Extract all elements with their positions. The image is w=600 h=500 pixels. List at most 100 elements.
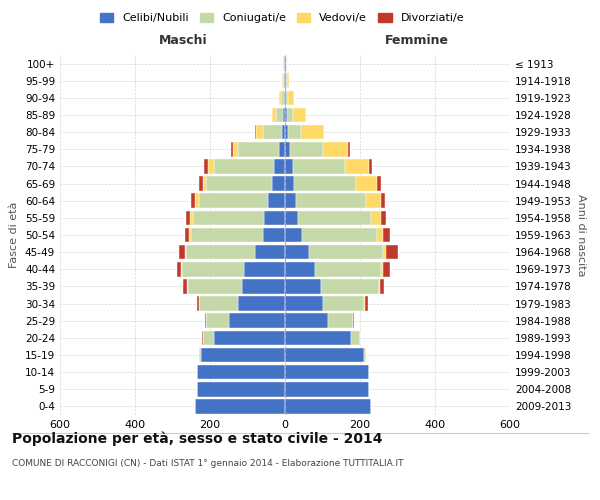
Bar [179, 245, 185, 260]
Bar [206, 314, 229, 328]
Bar [285, 348, 364, 362]
Bar [256, 125, 263, 140]
Bar [205, 159, 208, 174]
Bar [185, 228, 190, 242]
Bar [286, 74, 287, 88]
Text: Maschi: Maschi [158, 34, 208, 48]
Bar [279, 90, 281, 105]
Bar [328, 314, 353, 328]
Bar [203, 330, 214, 345]
Bar [197, 365, 285, 380]
Bar [238, 142, 280, 156]
Bar [285, 125, 288, 140]
Bar [383, 228, 390, 242]
Bar [285, 176, 295, 191]
Bar [285, 194, 296, 208]
Bar [323, 296, 364, 311]
Bar [386, 245, 398, 260]
Bar [282, 125, 285, 140]
Bar [383, 245, 386, 260]
Bar [229, 314, 285, 328]
Bar [285, 74, 286, 88]
Bar [287, 74, 289, 88]
Y-axis label: Anni di nascita: Anni di nascita [575, 194, 586, 276]
Bar [185, 245, 255, 260]
Bar [285, 365, 370, 380]
Bar [285, 399, 371, 413]
Bar [293, 159, 345, 174]
Bar [197, 296, 199, 311]
Bar [191, 194, 195, 208]
Bar [345, 159, 370, 174]
Bar [285, 314, 328, 328]
Bar [263, 125, 282, 140]
Bar [195, 399, 285, 413]
Bar [255, 245, 285, 260]
Bar [284, 74, 285, 88]
Bar [208, 159, 214, 174]
Bar [255, 125, 256, 140]
Bar [193, 210, 265, 225]
Bar [199, 348, 200, 362]
Bar [272, 108, 275, 122]
Bar [205, 314, 206, 328]
Bar [370, 159, 373, 174]
Bar [203, 176, 206, 191]
Bar [353, 314, 354, 328]
Bar [380, 262, 383, 276]
Bar [350, 330, 360, 345]
Bar [371, 210, 380, 225]
Bar [380, 210, 386, 225]
Bar [268, 194, 285, 208]
Bar [285, 228, 302, 242]
Bar [365, 296, 367, 311]
Bar [176, 262, 181, 276]
Bar [280, 142, 285, 156]
Bar [181, 262, 182, 276]
Bar [289, 90, 294, 105]
Bar [377, 228, 383, 242]
Bar [184, 279, 187, 293]
Bar [233, 142, 238, 156]
Bar [190, 210, 193, 225]
Bar [295, 176, 356, 191]
Bar [274, 159, 285, 174]
Bar [199, 194, 268, 208]
Bar [285, 90, 286, 105]
Bar [185, 210, 190, 225]
Bar [286, 90, 289, 105]
Bar [285, 245, 310, 260]
Bar [383, 262, 390, 276]
Bar [379, 279, 380, 293]
Text: Femmine: Femmine [385, 34, 449, 48]
Bar [286, 56, 287, 71]
Bar [200, 348, 285, 362]
Bar [323, 125, 325, 140]
Bar [197, 382, 285, 396]
Bar [356, 176, 377, 191]
Bar [230, 142, 233, 156]
Bar [377, 176, 380, 191]
Bar [290, 142, 323, 156]
Legend: Celibi/Nubili, Coniugati/e, Vedovi/e, Divorziati/e: Celibi/Nubili, Coniugati/e, Vedovi/e, Di… [95, 8, 469, 28]
Bar [364, 296, 365, 311]
Bar [214, 159, 274, 174]
Bar [285, 159, 293, 174]
Bar [285, 142, 290, 156]
Bar [365, 194, 380, 208]
Bar [285, 108, 287, 122]
Bar [285, 279, 320, 293]
Bar [323, 142, 347, 156]
Bar [191, 228, 263, 242]
Bar [296, 194, 365, 208]
Bar [199, 296, 238, 311]
Bar [284, 90, 285, 105]
Bar [285, 382, 370, 396]
Bar [199, 176, 203, 191]
Bar [380, 279, 385, 293]
Text: Popolazione per età, sesso e stato civile - 2014: Popolazione per età, sesso e stato civil… [12, 431, 383, 446]
Bar [187, 279, 242, 293]
Bar [275, 108, 283, 122]
Bar [347, 142, 349, 156]
Bar [380, 194, 385, 208]
